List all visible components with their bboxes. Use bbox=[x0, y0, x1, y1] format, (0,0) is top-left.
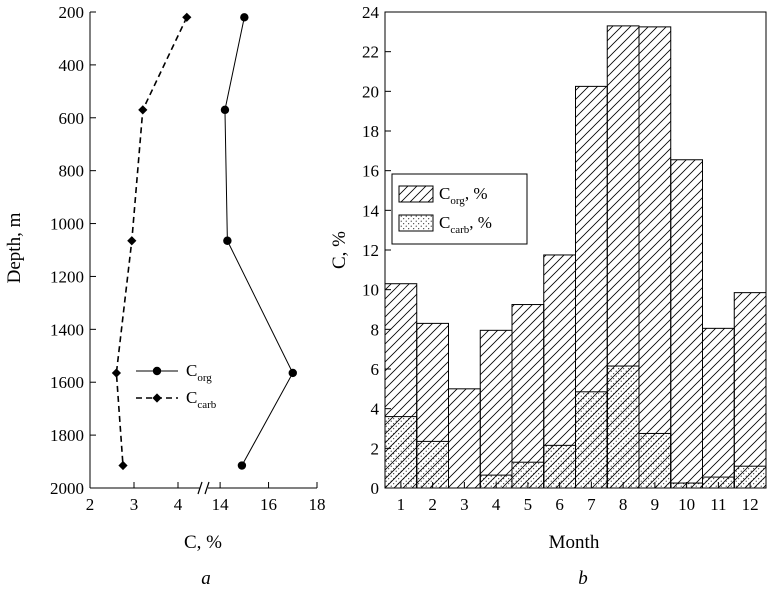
bar-carb-6 bbox=[543, 444, 576, 489]
conc-tick-label: 4 bbox=[174, 495, 183, 514]
value-tick-label: 0 bbox=[371, 479, 380, 498]
legend-marker-org bbox=[152, 366, 162, 376]
panel-label-b: b bbox=[578, 568, 588, 589]
conc-tick-label: 18 bbox=[309, 495, 326, 514]
month-tick-label: 8 bbox=[619, 495, 628, 514]
bar-org-5 bbox=[511, 304, 545, 489]
conc-tick-label: 16 bbox=[260, 495, 277, 514]
month-tick-label: 7 bbox=[587, 495, 596, 514]
legend-swatch-org bbox=[398, 185, 434, 203]
value-axis-title: C, % bbox=[329, 231, 350, 269]
series-line-org bbox=[224, 17, 294, 466]
value-tick-label: 10 bbox=[362, 281, 379, 300]
legend-marker-carb bbox=[152, 393, 162, 403]
month-tick-label: 5 bbox=[524, 495, 533, 514]
depth-tick-label: 1200 bbox=[50, 267, 84, 286]
month-tick-label: 2 bbox=[428, 495, 437, 514]
value-tick-label: 12 bbox=[362, 241, 379, 260]
bar-carb-7 bbox=[575, 391, 608, 489]
depth-tick-label: 1400 bbox=[50, 320, 84, 339]
bar-carb-2 bbox=[416, 440, 449, 489]
conc-axis-title: C, % bbox=[184, 532, 222, 553]
legend-swatch-carb bbox=[398, 214, 434, 232]
point-carb bbox=[138, 105, 148, 115]
bar-carb-1 bbox=[384, 416, 418, 489]
point-org bbox=[223, 236, 232, 245]
panel-label-a: a bbox=[201, 568, 211, 589]
bar-org-3 bbox=[448, 388, 481, 489]
legend-label-carb: Ccarb bbox=[186, 388, 217, 411]
month-tick-label: 4 bbox=[492, 495, 501, 514]
depth-tick-label: 600 bbox=[59, 109, 85, 128]
depth-axis-title: Depth, m bbox=[4, 212, 25, 283]
axis-break-mark bbox=[197, 481, 210, 495]
depth-tick-label: 1000 bbox=[50, 215, 84, 234]
month-tick-label: 11 bbox=[710, 495, 726, 514]
month-tick-label: 9 bbox=[651, 495, 660, 514]
point-org bbox=[288, 368, 297, 378]
point-carb bbox=[118, 460, 128, 471]
depth-profile-chart: 200 400 600 800 1000 1200 1400 1600 1800 2000 2 3 4… bbox=[4, 3, 326, 589]
point-carb bbox=[182, 12, 192, 22]
depth-tick-label: 1600 bbox=[50, 373, 84, 392]
point-carb bbox=[127, 236, 137, 246]
depth-tick-label: 200 bbox=[59, 3, 85, 22]
month-tick-label: 6 bbox=[555, 495, 564, 514]
point-org bbox=[220, 105, 230, 115]
bar-org-4 bbox=[479, 329, 513, 489]
value-tick-label: 24 bbox=[362, 3, 380, 22]
bar-carb-8 bbox=[606, 365, 640, 489]
value-tick-label: 4 bbox=[371, 400, 380, 419]
value-tick-label: 20 bbox=[362, 82, 379, 101]
value-tick-label: 8 bbox=[371, 320, 380, 339]
value-tick-label: 18 bbox=[362, 122, 379, 141]
legend-b: Corg, %Ccarb, % bbox=[391, 173, 528, 245]
depth-tick-label: 2000 bbox=[50, 479, 84, 498]
bar-org-12 bbox=[733, 292, 767, 489]
month-tick-label: 12 bbox=[742, 495, 759, 514]
bar-carb-9 bbox=[638, 432, 672, 489]
legend-a: Corg Ccarb bbox=[136, 361, 217, 411]
bar-org-11 bbox=[702, 327, 735, 489]
depth-tick-label: 1800 bbox=[50, 426, 84, 445]
point-org bbox=[240, 13, 249, 22]
point-org bbox=[237, 461, 247, 470]
value-tick-label: 14 bbox=[362, 201, 380, 220]
depth-tick-label: 400 bbox=[59, 56, 85, 75]
month-axis-title: Month bbox=[549, 532, 600, 553]
depth-tick-label: 800 bbox=[59, 162, 85, 181]
bar-org-10 bbox=[670, 159, 703, 489]
bar-org-9 bbox=[638, 26, 672, 489]
conc-tick-label: 14 bbox=[212, 495, 230, 514]
month-tick-label: 3 bbox=[460, 495, 469, 514]
conc-tick-label: 2 bbox=[86, 495, 95, 514]
value-tick-label: 22 bbox=[362, 43, 379, 62]
value-tick-label: 16 bbox=[362, 162, 379, 181]
value-tick-label: 2 bbox=[371, 439, 380, 458]
month-tick-label: 1 bbox=[397, 495, 406, 514]
value-tick-label: 6 bbox=[371, 360, 380, 379]
conc-tick-label: 3 bbox=[130, 495, 139, 514]
point-carb bbox=[111, 368, 121, 378]
legend-label-org: Corg bbox=[186, 361, 212, 384]
month-tick-label: 10 bbox=[678, 495, 695, 514]
